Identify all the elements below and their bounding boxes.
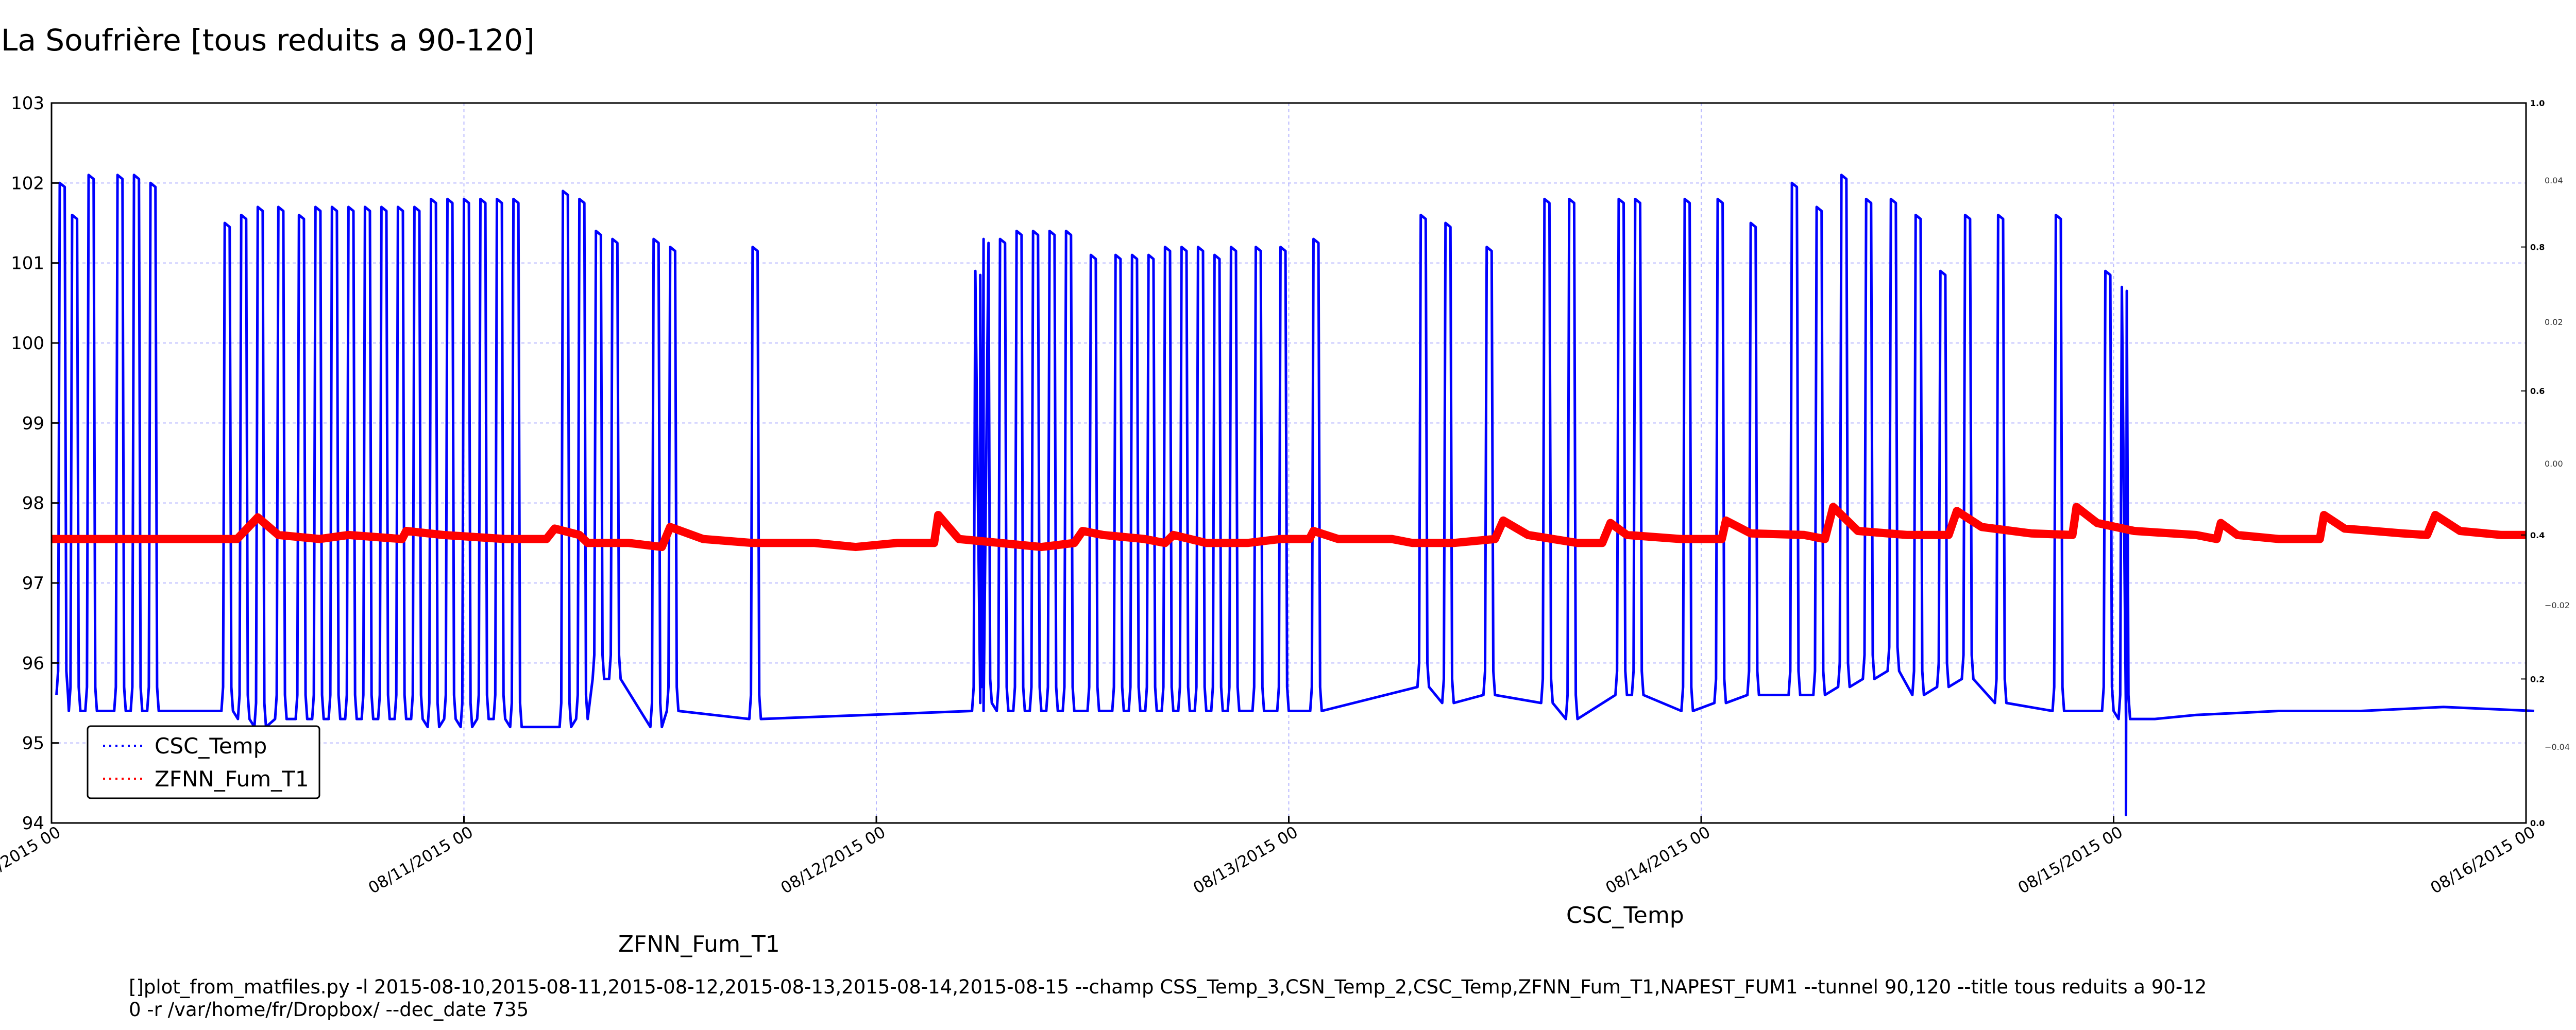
chart-title: La Soufrière [tous reduits a 90-120] xyxy=(1,23,535,58)
right-tick-label-b: −0.04 xyxy=(2545,742,2570,752)
legend-box xyxy=(87,725,320,799)
x-tick-label: 08/13/2015 00 xyxy=(1190,823,1301,898)
x-tick-label: 08/12/2015 00 xyxy=(778,823,889,898)
right-tick-label-b: 0.00 xyxy=(2545,459,2563,469)
right-tick-label-b: −0.02 xyxy=(2545,600,2570,610)
right-tick-label-b: 0.04 xyxy=(2545,176,2563,185)
csc-temp-line xyxy=(55,174,2535,816)
y-tick-label: 96 xyxy=(22,653,44,674)
y-tick-label: 95 xyxy=(22,733,44,754)
command-line-text: []plot_from_matfiles.py -l 2015-08-10,20… xyxy=(129,976,2207,1021)
y-tick-label: 98 xyxy=(22,493,44,514)
legend-label-csc: CSC_Temp xyxy=(155,733,267,759)
command-line-2: 0 -r /var/home/fr/Dropbox/ --dec_date 73… xyxy=(129,999,529,1021)
right-tick-label-a: 0.6 xyxy=(2530,386,2545,396)
y-tick-label: 103 xyxy=(11,93,44,114)
x-tick-label: 08/15/2015 00 xyxy=(2015,823,2126,898)
right-tick-label-b: 0.02 xyxy=(2545,317,2563,327)
right-tick-label-a: 0.4 xyxy=(2530,530,2545,540)
y-tick-label: 102 xyxy=(11,173,44,194)
x-tick-label: 08/16/2015 00 xyxy=(2428,823,2538,898)
y-tick-label: 100 xyxy=(11,333,44,354)
y-tick-label: 94 xyxy=(22,813,44,834)
zfnn-fum-line xyxy=(52,503,2526,552)
command-line-1: []plot_from_matfiles.py -l 2015-08-10,20… xyxy=(129,976,2207,998)
y-tick-label: 101 xyxy=(11,253,44,274)
right-tick-label-a: 0.2 xyxy=(2530,674,2545,684)
right-tick-label-a: 0.8 xyxy=(2530,243,2545,252)
zfnn-series-label: ZFNN_Fum_T1 xyxy=(618,931,780,957)
legend-label-zfnn: ZFNN_Fum_T1 xyxy=(155,766,309,792)
right-tick-label-a: 1.0 xyxy=(2530,98,2545,108)
csc-series-label: CSC_Temp xyxy=(1566,902,1684,929)
right-tick-label-a: 0.0 xyxy=(2530,818,2545,828)
x-tick-label: 08/10/2015 00 xyxy=(0,823,64,898)
y-tick-label: 99 xyxy=(22,413,44,434)
x-tick-label: 08/14/2015 00 xyxy=(1603,823,1714,898)
y-tick-label: 97 xyxy=(22,573,44,594)
x-tick-label: 08/11/2015 00 xyxy=(365,823,476,898)
